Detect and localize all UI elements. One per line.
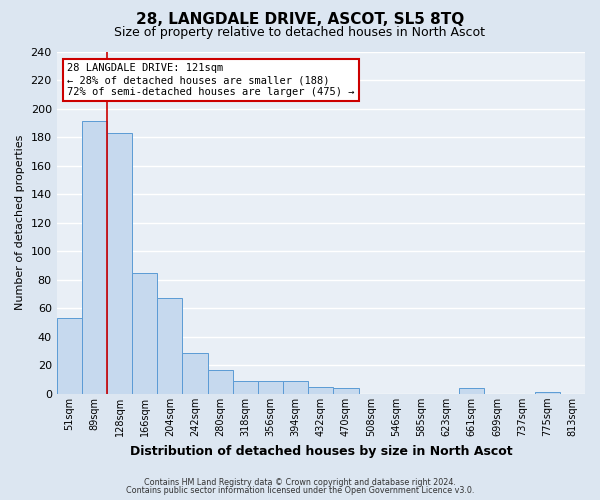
Text: Contains HM Land Registry data © Crown copyright and database right 2024.: Contains HM Land Registry data © Crown c…	[144, 478, 456, 487]
Bar	[233, 381, 258, 394]
X-axis label: Distribution of detached houses by size in North Ascot: Distribution of detached houses by size …	[130, 444, 512, 458]
Bar	[107, 133, 132, 394]
Bar	[308, 387, 334, 394]
Bar	[82, 122, 107, 394]
Bar	[459, 388, 484, 394]
Y-axis label: Number of detached properties: Number of detached properties	[15, 135, 25, 310]
Text: Contains public sector information licensed under the Open Government Licence v3: Contains public sector information licen…	[126, 486, 474, 495]
Bar	[283, 381, 308, 394]
Bar	[208, 370, 233, 394]
Text: 28, LANGDALE DRIVE, ASCOT, SL5 8TQ: 28, LANGDALE DRIVE, ASCOT, SL5 8TQ	[136, 12, 464, 28]
Bar	[56, 318, 82, 394]
Text: Size of property relative to detached houses in North Ascot: Size of property relative to detached ho…	[115, 26, 485, 39]
Text: 28 LANGDALE DRIVE: 121sqm
← 28% of detached houses are smaller (188)
72% of semi: 28 LANGDALE DRIVE: 121sqm ← 28% of detac…	[67, 64, 355, 96]
Bar	[132, 272, 157, 394]
Bar	[182, 352, 208, 394]
Bar	[535, 392, 560, 394]
Bar	[258, 381, 283, 394]
Bar	[157, 298, 182, 394]
Bar	[334, 388, 359, 394]
